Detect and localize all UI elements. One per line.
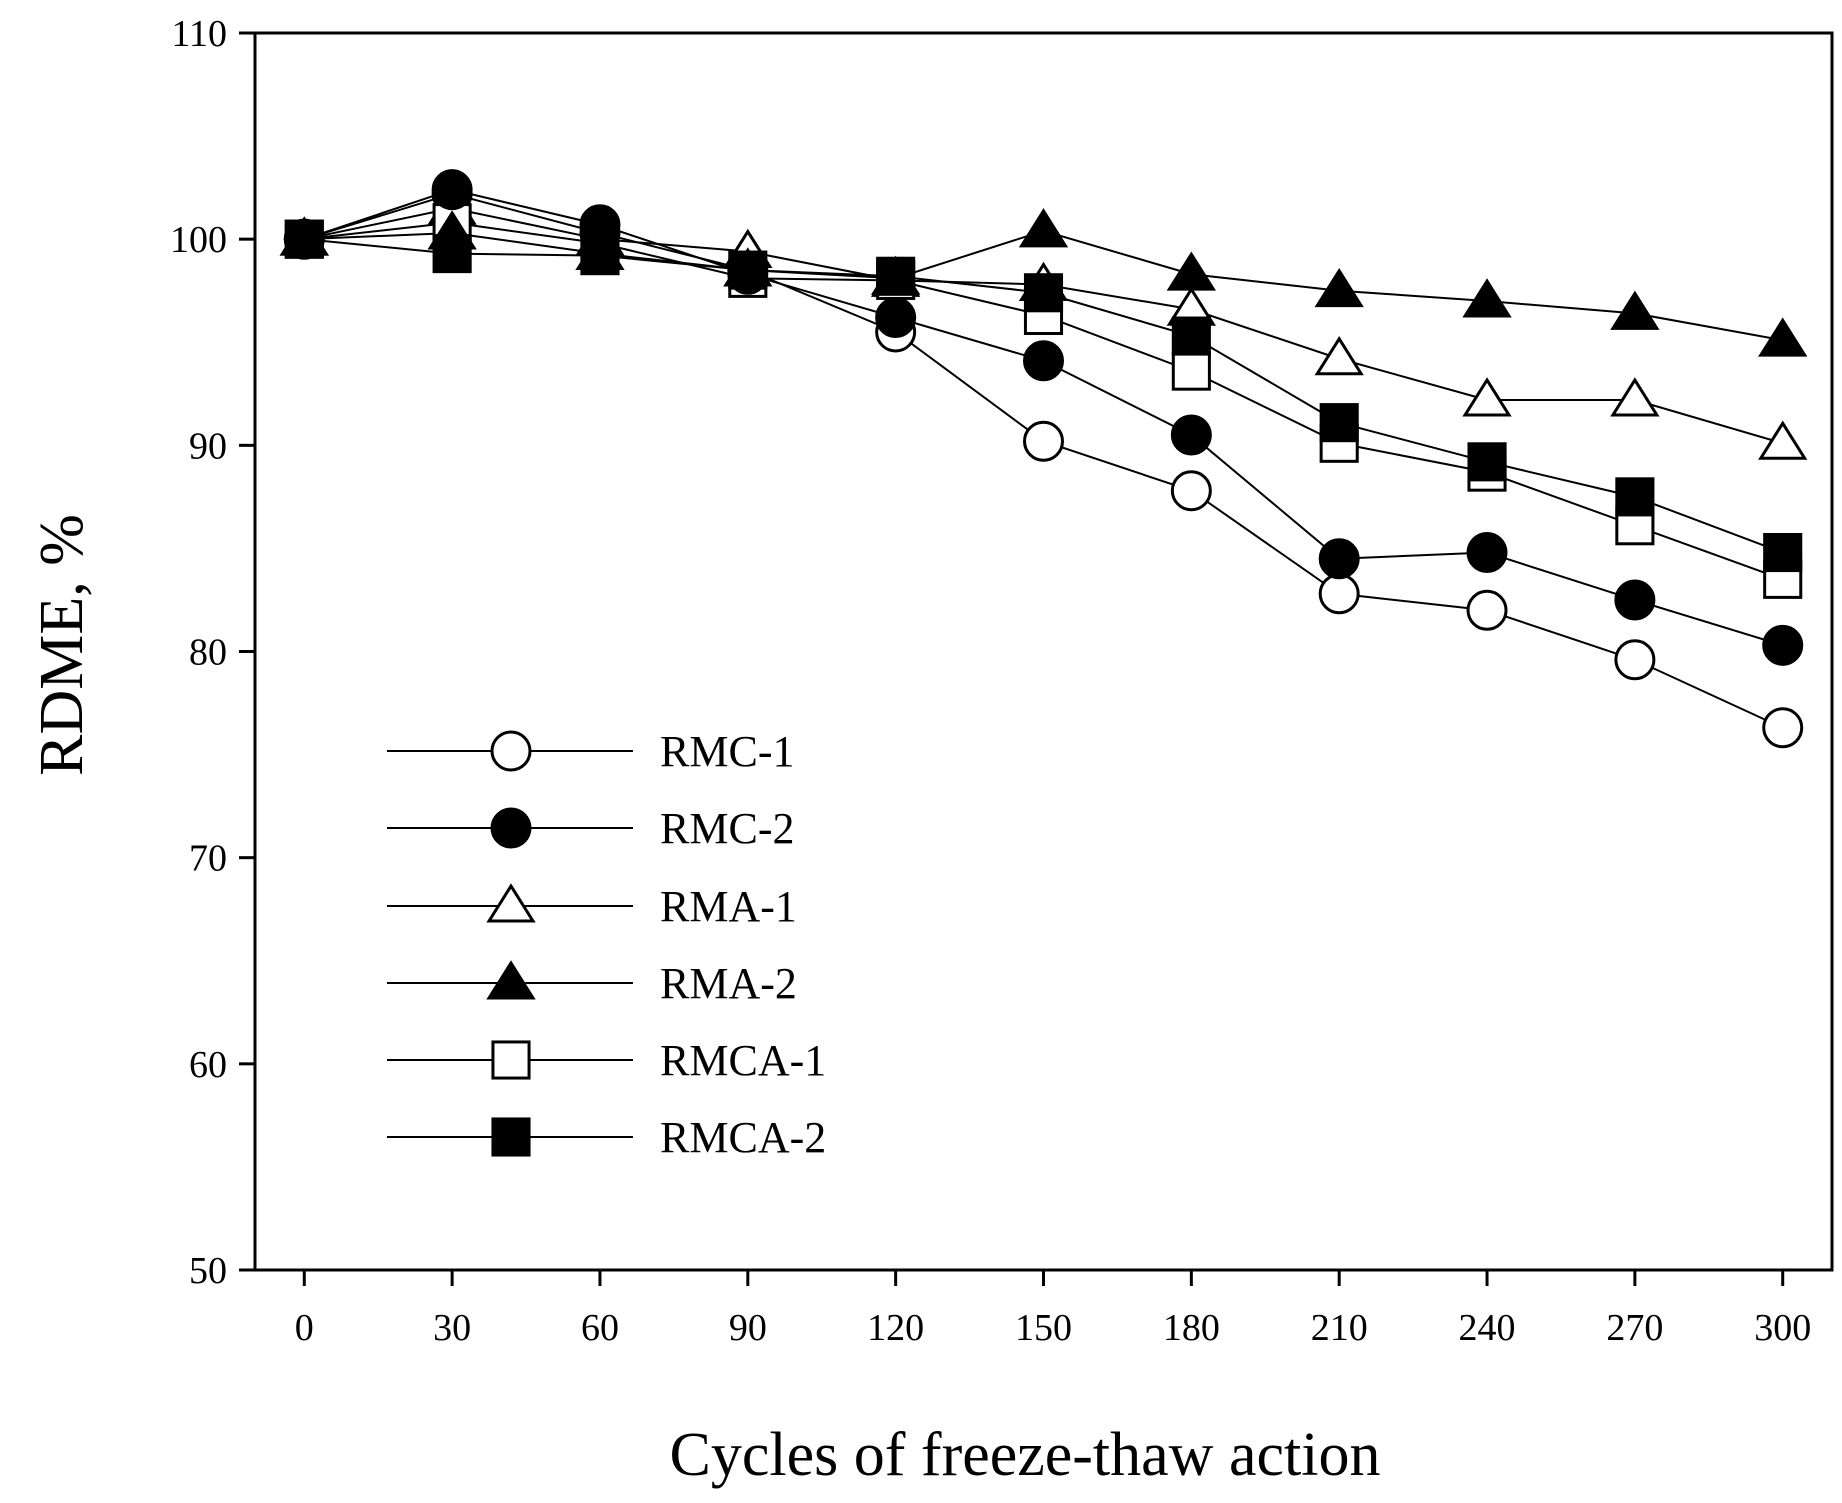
point-rmca-2-0 — [284, 219, 324, 259]
legend-item-rmca-1: RMCA-1 — [387, 1036, 826, 1085]
x-axis-title: Cycles of freeze-thaw action — [670, 1421, 1381, 1489]
point-rmc-2-150 — [1023, 340, 1064, 382]
point-rmca-2-180 — [1171, 316, 1211, 356]
series-layer — [279, 169, 1808, 749]
point-rmc-2-180 — [1170, 414, 1212, 456]
x-tick-label-240: 240 — [1459, 1307, 1516, 1349]
x-tick-label-150: 150 — [1015, 1307, 1072, 1349]
point-rmc-1-240 — [1466, 589, 1508, 631]
x-tick-label-120: 120 — [867, 1307, 924, 1349]
y-tick-label-70: 70 — [189, 838, 227, 880]
point-rmca-2-60 — [580, 236, 620, 276]
y-tick-label-100: 100 — [170, 219, 227, 261]
y-axis: 50 60 70 80 90 100 110 — [170, 13, 255, 1292]
point-rmca-2-90 — [728, 250, 768, 290]
y-tick-label-80: 80 — [189, 632, 227, 674]
x-tick-label-210: 210 — [1311, 1307, 1368, 1349]
point-rmc-2-120 — [875, 297, 917, 339]
series-markers — [279, 169, 1808, 749]
point-rma-1-240 — [1462, 377, 1512, 417]
point-rmc-2-300 — [1762, 624, 1804, 666]
legend-marker-rma-1 — [486, 883, 536, 923]
point-rma-2-300 — [1758, 317, 1808, 357]
legend-marker-rma-2 — [486, 960, 536, 1000]
point-rma-2-210 — [1314, 267, 1364, 308]
x-tick-label-180: 180 — [1163, 1307, 1220, 1349]
legend-label-rmc-2: RMC-2 — [660, 804, 794, 853]
point-rma-2-150 — [1018, 208, 1069, 248]
point-rmca-2-300 — [1763, 532, 1803, 573]
point-rma-1-210 — [1314, 335, 1364, 376]
legend-item-rma-2: RMA-2 — [387, 959, 797, 1008]
x-tick-label-270: 270 — [1606, 1307, 1663, 1349]
y-tick-label-60: 60 — [189, 1044, 227, 1086]
point-rmc-1-150 — [1023, 420, 1064, 462]
legend: RMC-1 RMC-2 RMA-1 RMA-2 RMCA-1 RMCA-2 — [387, 727, 826, 1162]
legend-marker-rmc-1 — [490, 730, 532, 772]
legend-label-rmc-1: RMC-1 — [660, 727, 794, 776]
point-rma-2-240 — [1462, 278, 1512, 318]
x-tick-label-30: 30 — [433, 1307, 471, 1349]
x-tick-label-0: 0 — [295, 1307, 314, 1349]
y-tick-label-90: 90 — [189, 425, 227, 467]
point-rmca-2-120 — [876, 256, 916, 296]
legend-marker-rmca-2 — [491, 1117, 531, 1157]
legend-item-rmca-2: RMCA-2 — [387, 1113, 826, 1162]
legend-item-rma-1: RMA-1 — [387, 882, 797, 931]
y-tick-label-50: 50 — [189, 1250, 227, 1292]
x-tick-label-300: 300 — [1754, 1307, 1811, 1349]
series-points-rmca-2 — [284, 219, 1803, 573]
legend-label-rma-2: RMA-2 — [660, 959, 797, 1008]
point-rma-2-270 — [1610, 290, 1660, 330]
legend-label-rma-1: RMA-1 — [660, 882, 797, 931]
point-rmc-2-240 — [1466, 532, 1508, 574]
point-rma-2-180 — [1166, 251, 1217, 291]
point-rmc-1-300 — [1762, 707, 1804, 749]
point-rmca-2-150 — [1023, 273, 1064, 313]
point-rma-1-300 — [1758, 420, 1808, 460]
legend-marker-rmca-1 — [491, 1040, 531, 1080]
legend-marker-rmc-2 — [490, 807, 532, 849]
point-rmc-2-30 — [431, 169, 473, 211]
point-rmca-1-180 — [1171, 351, 1211, 391]
point-rmc-1-270 — [1614, 639, 1656, 681]
point-rmca-2-30 — [432, 234, 472, 274]
point-rmc-2-270 — [1614, 579, 1656, 621]
series-line-rmc-2 — [303, 188, 1784, 647]
point-rmc-1-180 — [1170, 470, 1212, 512]
point-rmca-2-240 — [1467, 442, 1507, 482]
legend-label-rmca-1: RMCA-1 — [660, 1036, 826, 1085]
point-rmca-2-270 — [1615, 477, 1655, 517]
x-tick-label-90: 90 — [729, 1307, 767, 1349]
series-points-rmc-1 — [283, 173, 1804, 749]
y-axis-title: RDME, % — [28, 514, 96, 776]
x-axis: 0 30 60 90 120 150 180 210 240 270 300 — [295, 1270, 1811, 1349]
legend-item-rmc-2: RMC-2 — [387, 804, 794, 853]
legend-label-rmca-2: RMCA-2 — [660, 1113, 826, 1162]
x-tick-label-60: 60 — [581, 1307, 619, 1349]
y-tick-label-110: 110 — [171, 13, 227, 55]
point-rma-1-270 — [1610, 377, 1660, 417]
point-rmc-1-210 — [1318, 573, 1360, 615]
point-rmc-2-210 — [1318, 538, 1360, 580]
point-rmca-2-210 — [1319, 403, 1359, 443]
legend-item-rmc-1: RMC-1 — [387, 727, 794, 776]
